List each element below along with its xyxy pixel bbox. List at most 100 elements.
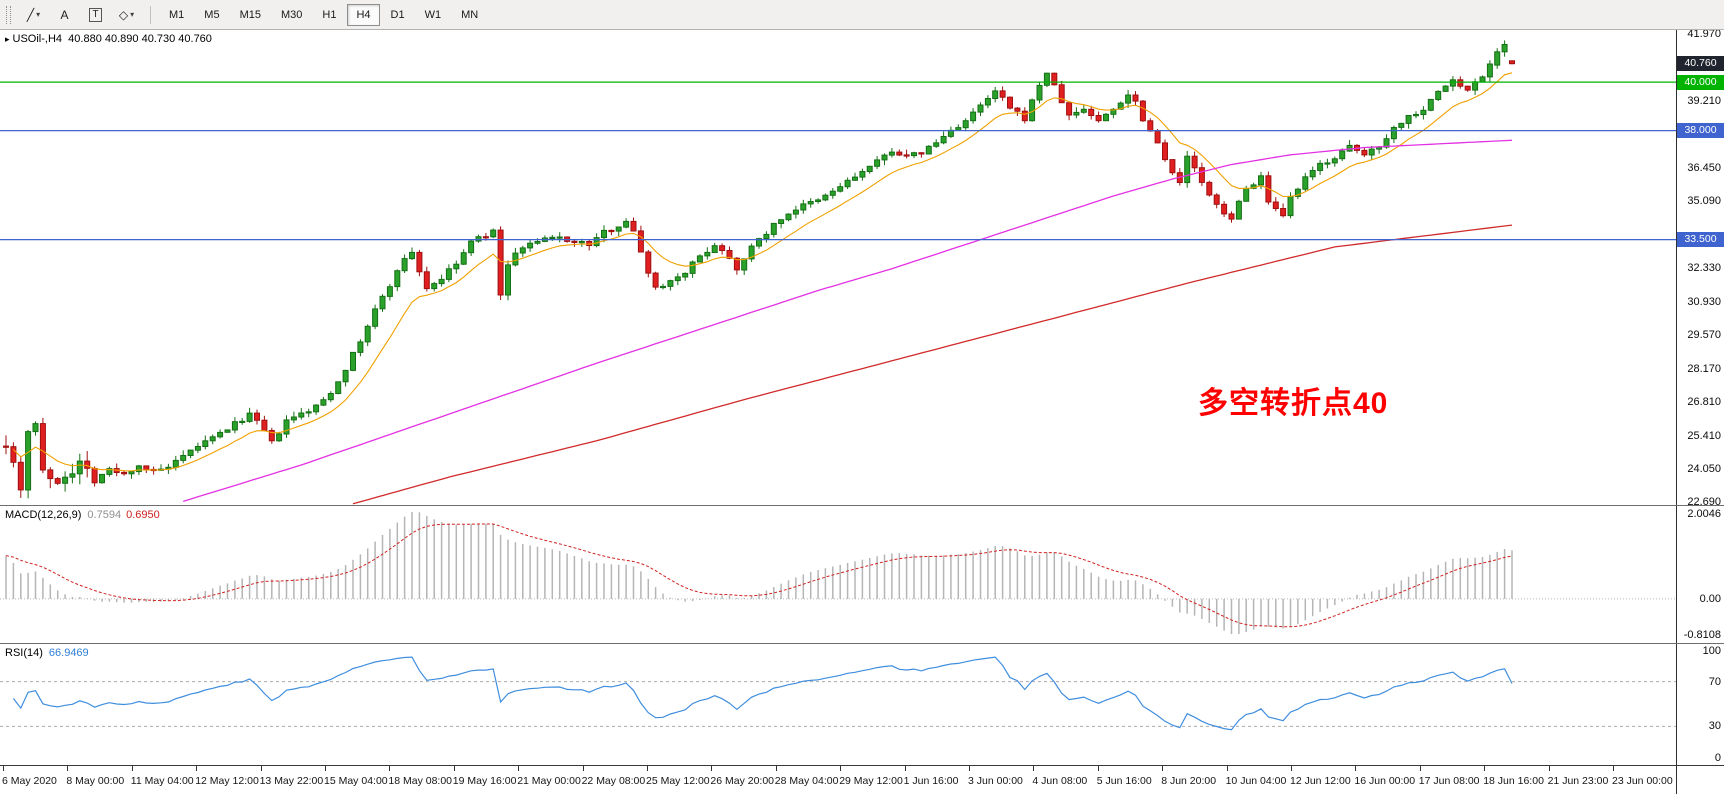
timeframe-w1-button[interactable]: W1: [424, 8, 442, 21]
timeframe-m15-button[interactable]: M15: [239, 8, 261, 21]
main-chart-plot[interactable]: [0, 30, 1676, 505]
candle-up: [1080, 108, 1087, 113]
candle-up: [320, 399, 327, 406]
candle-up: [741, 258, 748, 271]
candle-up: [1420, 109, 1427, 116]
candle-down: [497, 229, 504, 296]
candle-up: [128, 471, 135, 475]
candle-up: [556, 236, 563, 239]
candle-down: [39, 423, 46, 471]
text-tool-icon: A: [60, 7, 69, 22]
candle-down: [1191, 155, 1198, 169]
rsi-line: [12, 656, 1513, 731]
time-axis-label: 4 Jun 08:00: [1032, 775, 1088, 787]
time-axis-tick: [1484, 766, 1486, 771]
time-axis-tick: [453, 766, 455, 771]
candle-down: [652, 272, 659, 288]
candle-down: [733, 257, 740, 271]
timeframe-h4-button[interactable]: H4: [347, 3, 380, 26]
rsi-plot[interactable]: [0, 644, 1676, 765]
time-axis-label: 8 Jun 20:00: [1161, 775, 1217, 787]
lines-tool-icon: ╱: [26, 7, 35, 22]
text-frame-tool-icon: T: [89, 7, 102, 22]
candle-up: [1184, 155, 1191, 184]
candle-down: [1132, 94, 1139, 102]
time-axis[interactable]: 6 May 2020 8 May 00:00 11 May 04:00 12 May …: [0, 765, 1724, 794]
candle-up: [1442, 85, 1449, 92]
rsi-scale[interactable]: 100 70 30 0: [1676, 644, 1724, 765]
candle-up: [401, 258, 408, 272]
candle-up: [283, 419, 290, 435]
time-axis-label: 19 May 16:00: [452, 775, 517, 787]
time-axis-tick: [582, 766, 584, 771]
candle-down: [91, 467, 98, 484]
candle-up: [756, 238, 762, 247]
macd-plot[interactable]: [0, 506, 1676, 643]
time-axis-tick: [131, 766, 133, 771]
timeframe-m1-button[interactable]: M1: [169, 8, 185, 21]
candle-down: [1021, 110, 1028, 122]
timeframe-h1-button[interactable]: H1: [322, 8, 337, 21]
macd-scale[interactable]: 2.0046 0.00 -0.8108: [1676, 506, 1724, 643]
timeframe-group: M1 M5 M15 M30 H1 H4 D1 W1 MN: [159, 3, 488, 26]
candle-up: [925, 145, 932, 155]
timeframe-d1-button[interactable]: D1: [390, 8, 405, 21]
candle-up: [1036, 84, 1043, 101]
candle-down: [1509, 60, 1515, 65]
candle-up: [785, 213, 792, 221]
text-tool-button[interactable]: A: [49, 3, 80, 27]
candle-up: [99, 473, 105, 484]
macd-signal-line: [5, 523, 1513, 628]
price-scale[interactable]: 41.970 39.210 36.450 35.090 32.330 30.930 29.5…: [1676, 30, 1724, 505]
candle-down: [719, 245, 726, 251]
candle-up: [342, 369, 349, 383]
time-axis-tick: [1548, 766, 1550, 771]
text-frame-tool-button[interactable]: T: [80, 3, 111, 27]
time-axis-label: 8 May 00:00: [66, 775, 125, 787]
toolbar-grip[interactable]: [6, 5, 11, 24]
candle-up: [682, 272, 689, 278]
candle-up: [829, 190, 836, 196]
candle-up: [187, 449, 194, 457]
candle-up: [992, 90, 999, 100]
candle-down: [254, 412, 260, 421]
candle-down: [637, 230, 644, 253]
candle-up: [778, 219, 785, 224]
candle-up: [290, 416, 297, 421]
candle-down: [423, 271, 430, 290]
candle-up: [460, 252, 467, 265]
candle-up: [298, 412, 305, 418]
candle-up: [1486, 63, 1493, 78]
timeframe-m30-button[interactable]: M30: [280, 8, 303, 21]
shapes-tool-button[interactable]: ◇ ▾: [111, 3, 142, 27]
timeframe-mn-button[interactable]: MN: [461, 8, 479, 21]
rsi-panel[interactable]: RSI(14) 66.9469 100 70 30 0: [0, 643, 1724, 765]
time-axis-label: 5 Jun 16:00: [1096, 775, 1152, 787]
macd-panel[interactable]: MACD(12,26,9) 0.7594 0.6950 2.0046 0.00 -0.8…: [0, 505, 1724, 643]
time-axis-label: 13 May 22:00: [259, 775, 324, 787]
time-axis-label: 25 May 12:00: [646, 775, 710, 787]
candle-down: [1272, 201, 1279, 209]
candle-up: [1501, 44, 1508, 53]
rsi-axis-label: 70: [1708, 675, 1721, 688]
lines-tool-button[interactable]: ╱ ▾: [18, 3, 49, 27]
candle-up: [32, 423, 39, 433]
time-axis-label: 18 Jun 16:00: [1483, 775, 1544, 787]
candle-down: [726, 250, 733, 259]
candle-up: [748, 245, 755, 260]
toolbar: ╱ ▾ A T ◇ ▾ M1 M5 M15 M30 H1 H4 D1 W1 MN: [0, 0, 1724, 30]
candle-down: [261, 419, 268, 431]
candle-down: [47, 469, 54, 480]
time-axis-tick: [1226, 766, 1228, 771]
chart-annotation-text[interactable]: 多空转折点40: [1198, 387, 1389, 420]
candle-up: [246, 412, 253, 422]
candle-up: [911, 152, 917, 157]
candle-up: [881, 154, 888, 161]
candle-up: [534, 241, 541, 244]
candle-down: [1169, 159, 1176, 174]
candle-up: [933, 142, 940, 147]
timeframe-m5-button[interactable]: M5: [204, 8, 220, 21]
main-chart-panel[interactable]: ▸ USOil-,H4 40.880 40.890 40.730 40.760 多…: [0, 30, 1724, 505]
candle-up: [1043, 72, 1050, 86]
candle-up: [1110, 108, 1117, 115]
